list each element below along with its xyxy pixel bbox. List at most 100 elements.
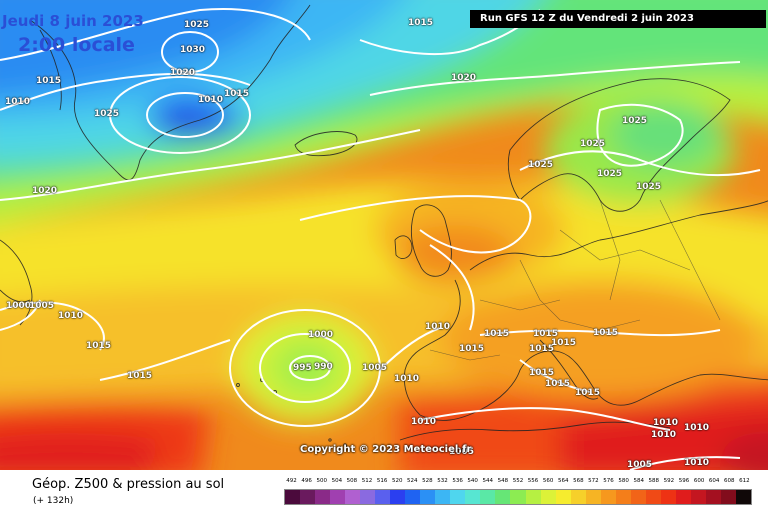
scale-tick-label: 596: [678, 478, 690, 484]
isobar-label: 1015: [575, 388, 601, 398]
isobar-label: 1010: [651, 430, 677, 440]
isobar-label: 1010: [198, 95, 224, 105]
scale-tick-label: 592: [663, 478, 675, 484]
forecast-map: Jeudi 8 juin 2023 2:00 locale Run GFS 12…: [0, 0, 768, 470]
scale-tick-label: 524: [407, 478, 418, 484]
scale-swatch: [720, 490, 736, 504]
isobar-label: 1015: [545, 379, 571, 389]
isobar-label: 1015: [529, 344, 555, 354]
isobar-label: 1015: [533, 329, 559, 339]
isobar-label: 1015: [36, 76, 62, 86]
scale-swatch: [690, 490, 706, 504]
isobar-label: 1015: [529, 368, 555, 378]
borders: [429, 199, 721, 361]
isobar-label: 1000: [6, 301, 32, 311]
color-scale-bar: [284, 489, 752, 505]
isobar-label: 1005: [627, 460, 653, 470]
isobar-label: 1015: [224, 89, 250, 99]
scale-swatch: [540, 490, 556, 504]
copyright-notice: Copyright © 2023 Meteociel.fr: [300, 444, 472, 455]
scale-swatch: [495, 490, 511, 504]
isobar-label: 1020: [32, 186, 58, 196]
color-scale-labels: 492 496 500 504 508 512 516 520 524 528 532 536 540 5…: [284, 478, 752, 484]
scale-swatch: [435, 490, 451, 504]
scale-swatch: [405, 490, 421, 504]
isobar-label: 1005: [362, 363, 388, 373]
scale-swatch: [480, 490, 496, 504]
scale-swatch: [525, 490, 541, 504]
isobar-label: 1010: [684, 458, 710, 468]
scale-swatch: [345, 490, 361, 504]
scale-swatch: [360, 490, 376, 504]
scale-swatch: [375, 490, 391, 504]
geopotential-field: [0, 0, 768, 470]
forecast-time: 2:00 locale: [18, 34, 135, 56]
isobar-label: 990: [314, 362, 333, 372]
isobar-label: 1010: [5, 97, 31, 107]
scale-tick-label: 544: [482, 478, 494, 484]
isobar-label: 1030: [180, 45, 206, 55]
isobar-label: 1025: [94, 109, 120, 119]
legend-footer: Géop. Z500 & pression au sol (+ 132h) 49…: [0, 470, 768, 512]
scale-swatch: [570, 490, 586, 504]
scale-swatch: [585, 490, 601, 504]
legend-title: Géop. Z500 & pression au sol: [32, 477, 225, 492]
scale-swatch: [285, 490, 301, 504]
isobar-label: 1015: [593, 328, 619, 338]
scale-tick-label: 608: [724, 478, 735, 484]
isobar-label: 1010: [425, 322, 451, 332]
scale-tick-label: 516: [376, 478, 388, 484]
scale-tick-label: 536: [452, 478, 463, 484]
scale-swatch: [645, 490, 661, 504]
isobar-label: 1010: [58, 311, 84, 321]
isobar-label: 1015: [484, 329, 510, 339]
scale-swatch: [450, 490, 466, 504]
isobar-label: 1025: [622, 116, 648, 126]
scale-swatch: [675, 490, 691, 504]
scale-swatch: [630, 490, 646, 504]
scale-tick-label: 600: [693, 478, 705, 484]
isobar-label: 1010: [653, 418, 679, 428]
scale-tick-label: 588: [648, 478, 660, 484]
isobar-label: 1020: [451, 73, 477, 83]
scale-swatch: [300, 490, 316, 504]
isobar-label: 1015: [551, 338, 577, 348]
scale-tick-label: 512: [361, 478, 373, 484]
isobar-label: 1025: [597, 169, 623, 179]
scale-tick-label: 552: [512, 478, 524, 484]
isobar-label: 1015: [127, 371, 153, 381]
scale-tick-label: 508: [346, 478, 358, 484]
scale-swatch: [555, 490, 571, 504]
scale-tick-label: 580: [618, 478, 629, 484]
scale-tick-label: 520: [391, 478, 403, 484]
scale-tick-label: 540: [467, 478, 478, 484]
scale-tick-label: 572: [588, 478, 599, 484]
scale-tick-label: 564: [557, 478, 569, 484]
forecast-date: Jeudi 8 juin 2023: [2, 12, 144, 30]
scale-tick-label: 612: [739, 478, 750, 484]
scale-tick-label: 560: [542, 478, 554, 484]
scale-swatch: [600, 490, 616, 504]
scale-tick-label: 576: [603, 478, 614, 484]
scale-tick-label: 504: [331, 478, 343, 484]
legend-subtitle: (+ 132h): [33, 496, 74, 506]
scale-tick-label: 548: [497, 478, 509, 484]
scale-swatch: [735, 490, 751, 504]
scale-tick-label: 532: [437, 478, 448, 484]
isobar-label: 1010: [394, 374, 420, 384]
isobar-label: 1015: [459, 344, 485, 354]
isobar-label: 1015: [408, 18, 434, 28]
isobar-label: 1025: [184, 20, 210, 30]
isobar-label: 1025: [636, 182, 662, 192]
scale-swatch: [615, 490, 631, 504]
scale-swatch: [660, 490, 676, 504]
isobar-label: 1005: [449, 447, 475, 457]
scale-swatch: [465, 490, 481, 504]
scale-swatch: [390, 490, 406, 504]
scale-tick-label: 492: [286, 478, 297, 484]
isobar-label: 1025: [528, 160, 554, 170]
scale-tick-label: 568: [573, 478, 584, 484]
scale-tick-label: 584: [633, 478, 644, 484]
isobar-label: 995: [293, 363, 312, 373]
